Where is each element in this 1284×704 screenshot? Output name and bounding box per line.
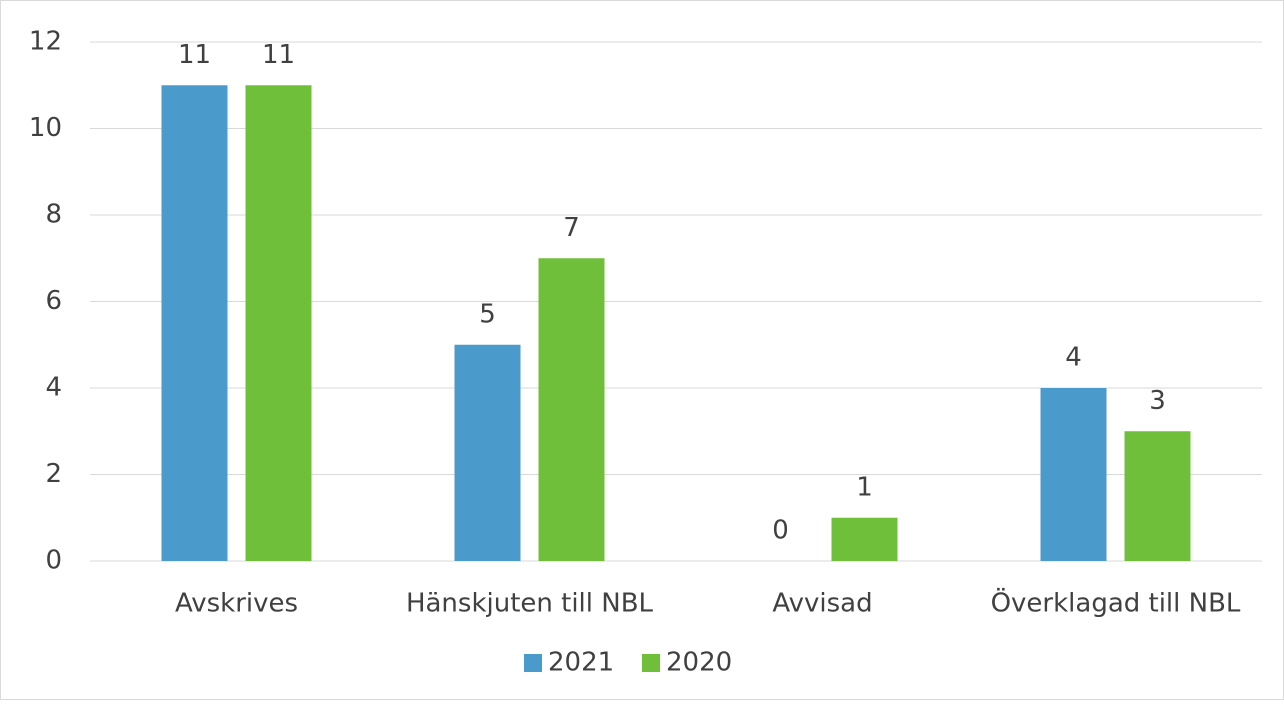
y-tick-label: 0: [45, 546, 62, 576]
bar: [245, 85, 312, 561]
bar: [538, 258, 605, 561]
x-tick-label: Hänskjuten till NBL: [406, 589, 654, 619]
value-label: 11: [262, 40, 295, 70]
x-tick-label: Avvisad: [772, 589, 872, 619]
value-label: 4: [1065, 343, 1082, 373]
bar: [831, 517, 898, 561]
y-tick-label: 2: [45, 459, 62, 489]
legend-swatch: [524, 654, 542, 672]
y-tick-label: 8: [45, 200, 62, 230]
bar: [1124, 431, 1191, 561]
y-tick-label: 4: [45, 373, 62, 403]
value-label: 11: [178, 40, 211, 70]
y-tick-label: 6: [45, 286, 62, 316]
value-label: 3: [1149, 386, 1166, 416]
bar: [454, 344, 521, 561]
x-tick-label: Avskrives: [175, 589, 298, 619]
legend-swatch: [642, 654, 660, 672]
bar: [161, 85, 228, 561]
legend-label: 2020: [666, 648, 732, 678]
value-label: 7: [563, 213, 580, 243]
y-tick-label: 10: [29, 113, 62, 143]
y-tick-label: 12: [29, 27, 62, 57]
x-tick-label: Överklagad till NBL: [991, 587, 1241, 619]
value-label: 0: [772, 516, 789, 546]
value-label: 5: [479, 299, 496, 329]
bar: [1040, 388, 1107, 561]
legend-label: 2021: [548, 648, 614, 678]
value-label: 1: [856, 472, 873, 502]
